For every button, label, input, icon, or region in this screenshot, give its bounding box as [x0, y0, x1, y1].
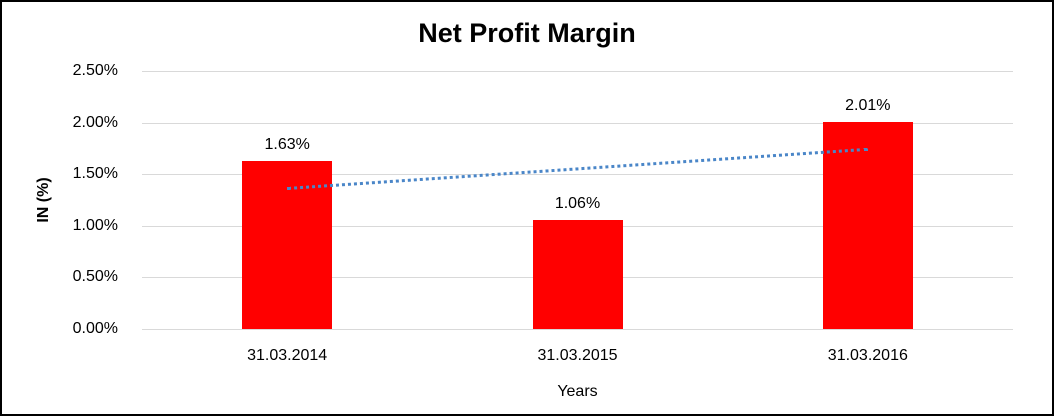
x-axis-tick-label: 31.03.2014 — [247, 347, 328, 364]
x-axis-tick-label: 31.03.2015 — [537, 347, 618, 364]
bar-data-label: 2.01% — [845, 96, 891, 114]
bar-data-label: 1.06% — [554, 194, 601, 212]
bar-31.03.2016 — [822, 121, 913, 329]
gridline — [142, 71, 1013, 72]
y-axis-title: IN (%) — [35, 177, 52, 223]
y-axis-tick-label: 2.50% — [72, 62, 118, 79]
gridline — [142, 174, 1013, 176]
plot-area: 1.63% 1.06% 2.01% — [142, 71, 1013, 330]
gridline — [142, 329, 1013, 330]
x-axis-tick-label: 31.03.2016 — [827, 347, 908, 364]
y-axis-tick-label: 0.00% — [72, 320, 118, 337]
bar-data-label: 1.63% — [264, 135, 310, 153]
bar-31.03.2015 — [532, 219, 623, 329]
y-axis-tick-label: 0.50% — [72, 268, 118, 286]
y-axis-tick-label: 2.00% — [72, 113, 118, 131]
x-axis-title: Years — [557, 383, 598, 400]
chart-title: Net Profit Margin — [418, 18, 636, 48]
trendline — [287, 147, 869, 190]
y-axis-tick-label: 1.50% — [72, 165, 118, 183]
bar-31.03.2014 — [242, 160, 333, 329]
gridline — [142, 122, 1013, 124]
y-axis-tick-label: 1.00% — [72, 216, 118, 234]
